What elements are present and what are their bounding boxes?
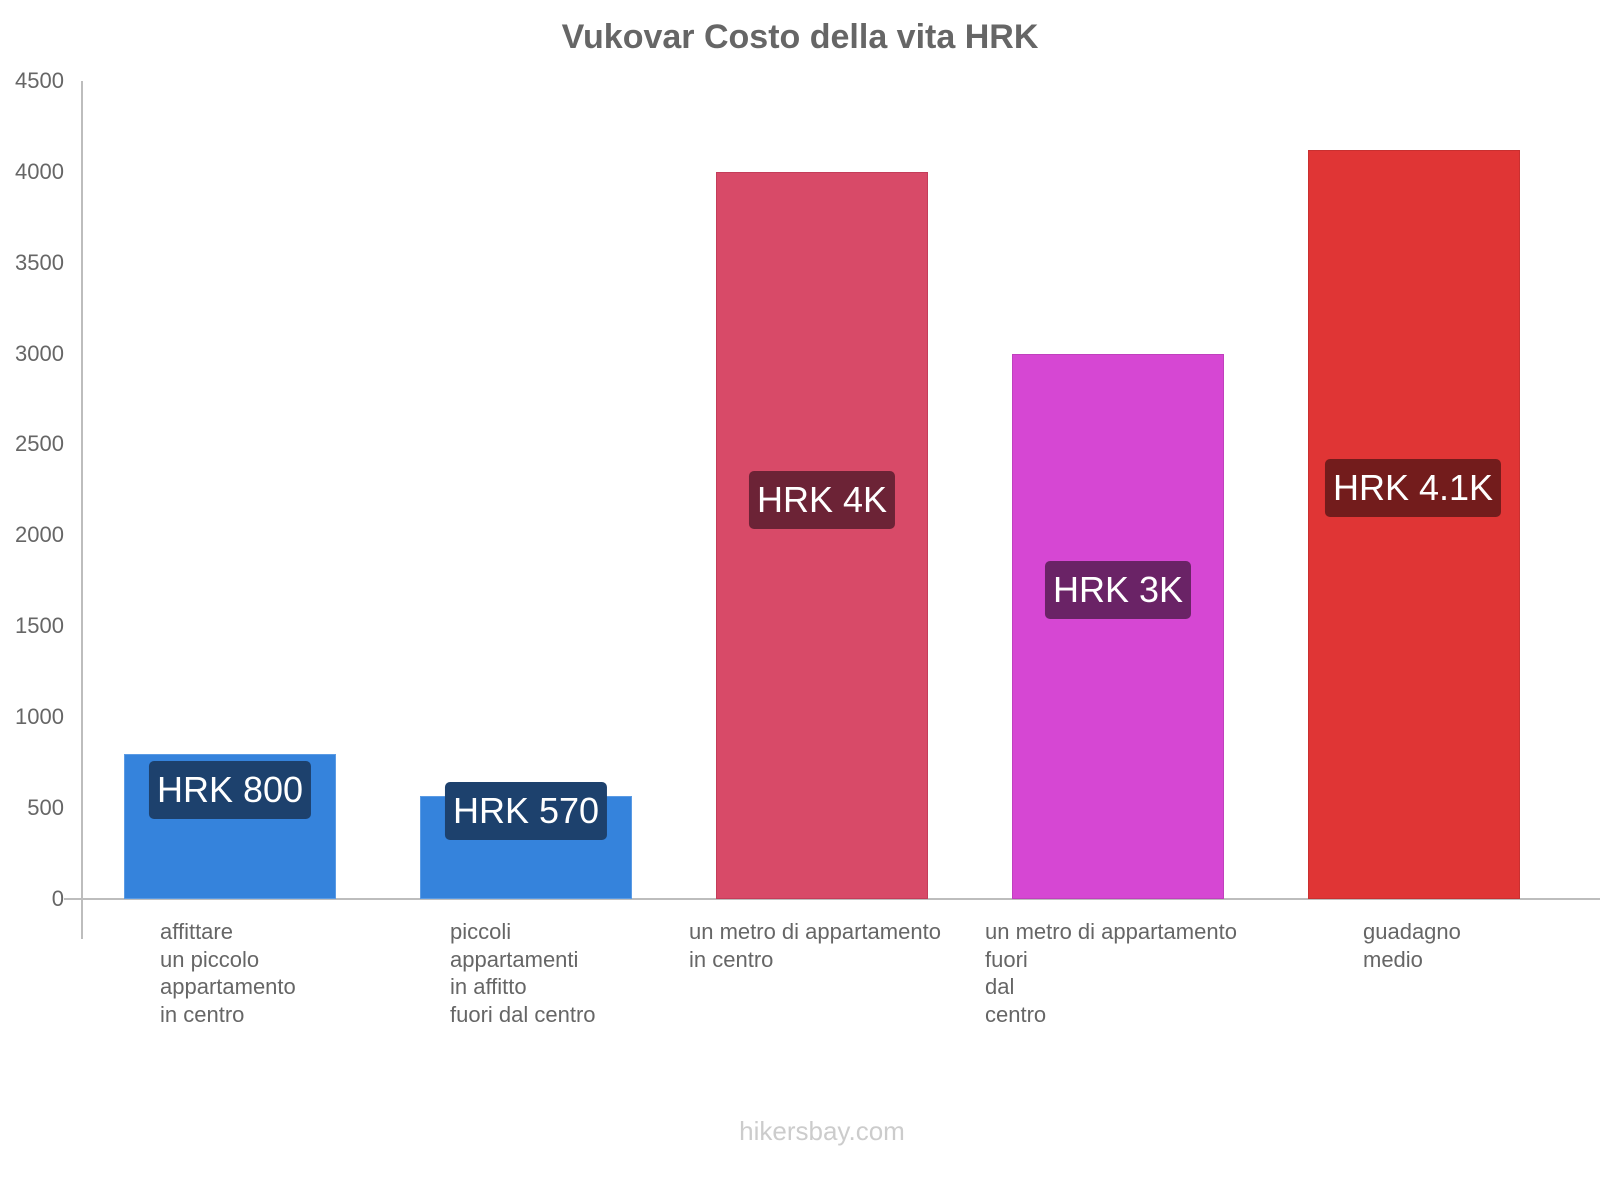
bar-average-salary <box>1308 150 1520 899</box>
chart-title: Vukovar Costo della vita HRK <box>561 18 1039 56</box>
y-tick: 2000 <box>15 522 64 547</box>
category-label: piccoli appartamenti in affitto fuori da… <box>450 919 596 1027</box>
y-axis <box>81 81 83 939</box>
y-tick: 2500 <box>15 431 64 456</box>
y-tick: 1000 <box>15 704 64 729</box>
data-label: HRK 4.1K <box>1324 459 1502 517</box>
bar-sqm-outside <box>1012 354 1224 899</box>
data-label: HRK 4K <box>748 471 896 529</box>
y-tick: 3500 <box>15 250 64 275</box>
category-label: affittare un piccolo appartamento in cen… <box>160 919 296 1027</box>
x-axis <box>64 898 1600 900</box>
data-label: HRK 3K <box>1044 561 1192 619</box>
y-tick: 1500 <box>15 613 64 638</box>
source-watermark: hikersbay.com <box>739 1116 905 1146</box>
category-label: un metro di appartamento in centro <box>689 919 941 972</box>
data-label: HRK 800 <box>148 761 312 819</box>
y-tick: 4000 <box>15 159 64 184</box>
bar-sqm-center <box>716 172 928 899</box>
category-label: guadagno medio <box>1363 919 1461 972</box>
y-tick: 4500 <box>15 68 64 93</box>
data-label: HRK 570 <box>444 782 608 840</box>
category-label: un metro di appartamento fuori dal centr… <box>985 919 1237 1027</box>
y-tick: 3000 <box>15 341 64 366</box>
y-tick: 500 <box>27 795 64 820</box>
y-tick: 0 <box>51 886 64 911</box>
y-tick-mark <box>64 899 81 900</box>
